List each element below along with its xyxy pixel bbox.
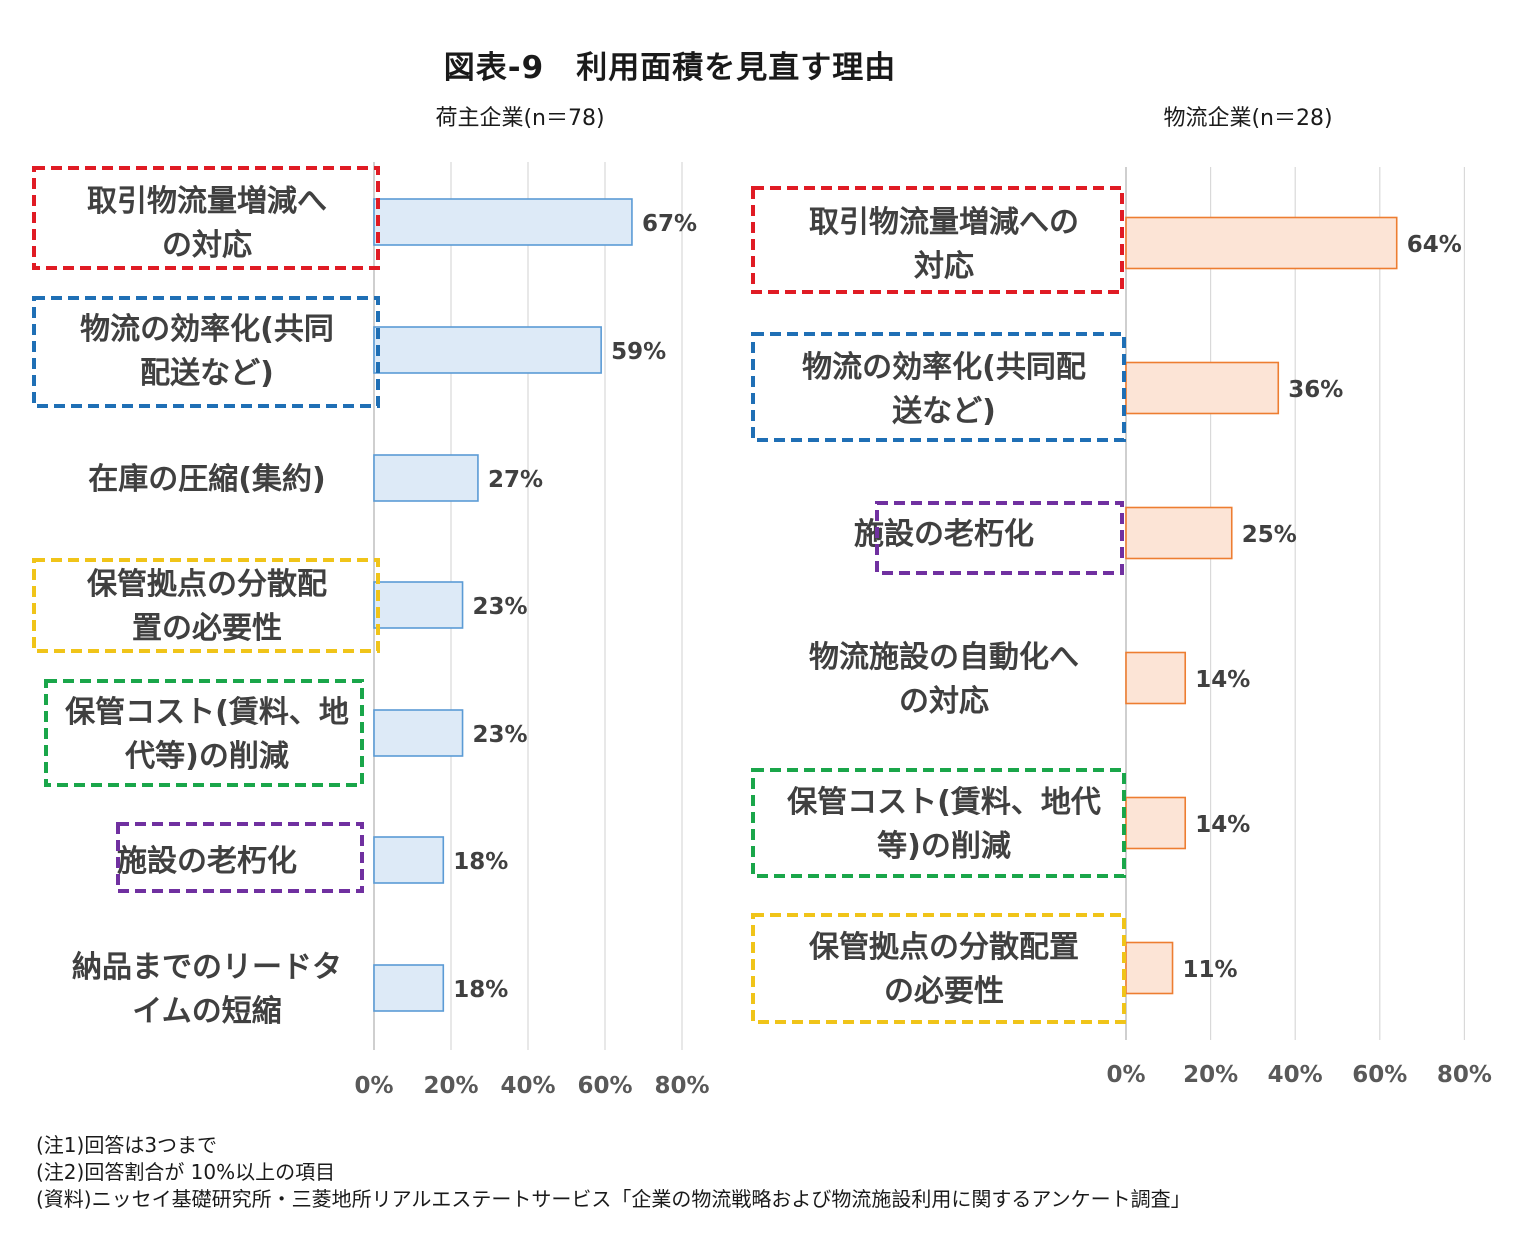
tick-label: 0% [1106,1062,1145,1088]
value-label: 67% [642,211,697,237]
tick-label: 40% [500,1073,555,1099]
panel-subtitle: 物流企業(n＝28) [1163,106,1332,131]
category-label: 取引物流量増減への対応 [87,184,327,263]
value-label: 23% [473,722,528,748]
tick-label: 60% [577,1073,632,1099]
tick-label: 80% [1437,1062,1492,1088]
notes: (注1)回答は3つまで (注2)回答割合が 10%以上の項目 (資料)ニッセイ基… [36,1132,1476,1213]
tick-label: 20% [423,1073,478,1099]
highlight-box [751,186,1124,294]
highlight-box [116,822,364,893]
bar [1125,941,1174,995]
tick-label: 80% [654,1073,709,1099]
bar [373,454,479,502]
source-note: (資料)ニッセイ基礎研究所・三菱地所リアルエステートサービス「企業の物流戦略およ… [36,1187,1191,1211]
highlight-box [32,296,380,408]
category-label: 納品までのリードタイムの短縮 [72,950,342,1029]
value-label: 36% [1288,377,1343,403]
value-label: 64% [1407,232,1462,258]
highlight-box [875,501,1124,575]
category-label: 保管コスト(賃料、地代等)の削減 [787,785,1101,864]
category-label: 保管コスト(賃料、地代等)の削減 [65,695,349,774]
category-label: 取引物流量増減への対応 [809,205,1079,284]
bar [373,326,602,374]
bar [1125,651,1187,705]
category-label: 物流の効率化(共同配送など) [802,350,1086,429]
value-label: 18% [453,849,508,875]
bar [373,198,633,246]
category-label: 保管拠点の分散配置の必要性 [809,930,1079,1009]
figure-title: 図表-9 利用面積を見直す理由 [443,50,897,86]
logistics-chart-panel: 物流企業(n＝28) 0% 20% 40% 60% 80% 64% 取引物流量増減への対応 36… [751,106,1492,1088]
bar [373,581,464,629]
tick-label: 20% [1183,1062,1238,1088]
note-1: (注1)回答は3つまで [36,1133,218,1157]
bar [373,709,464,757]
value-label: 11% [1183,957,1238,983]
bar [1125,361,1280,415]
highlight-box [751,913,1126,1024]
value-label: 18% [453,977,508,1003]
category-label: 保管拠点の分散配置の必要性 [87,567,327,646]
bar [1125,216,1398,270]
highlight-box [44,679,364,787]
bar [1125,506,1233,560]
category-label: 施設の老朽化 [854,517,1034,552]
tick-label: 60% [1352,1062,1407,1088]
category-label: 物流の効率化(共同配送など) [80,312,334,391]
panel-subtitle: 荷主企業(n＝78) [435,106,604,131]
highlight-box [751,768,1126,878]
value-label: 25% [1242,522,1297,548]
value-label: 14% [1195,667,1250,693]
value-label: 59% [611,339,666,365]
value-label: 27% [488,467,543,493]
bar [373,836,445,884]
tick-label: 40% [1268,1062,1323,1088]
category-label: 物流施設の自動化への対応 [809,640,1079,719]
highlight-box [751,332,1126,442]
highlight-box [32,166,380,270]
value-label: 23% [473,594,528,620]
shipper-chart-panel: 荷主企業(n＝78) 0% 20% 40% 60% 80% 67% 取引物流量増減への対応 59… [32,106,710,1099]
category-label: 施設の老朽化 [117,844,297,879]
tick-label: 0% [354,1073,393,1099]
category-label: 在庫の圧縮(集約) [88,462,325,497]
bar [373,964,445,1012]
note-2: (注2)回答割合が 10%以上の項目 [36,1160,336,1184]
value-label: 14% [1195,812,1250,838]
bar [1125,796,1187,850]
highlight-box [32,558,380,653]
